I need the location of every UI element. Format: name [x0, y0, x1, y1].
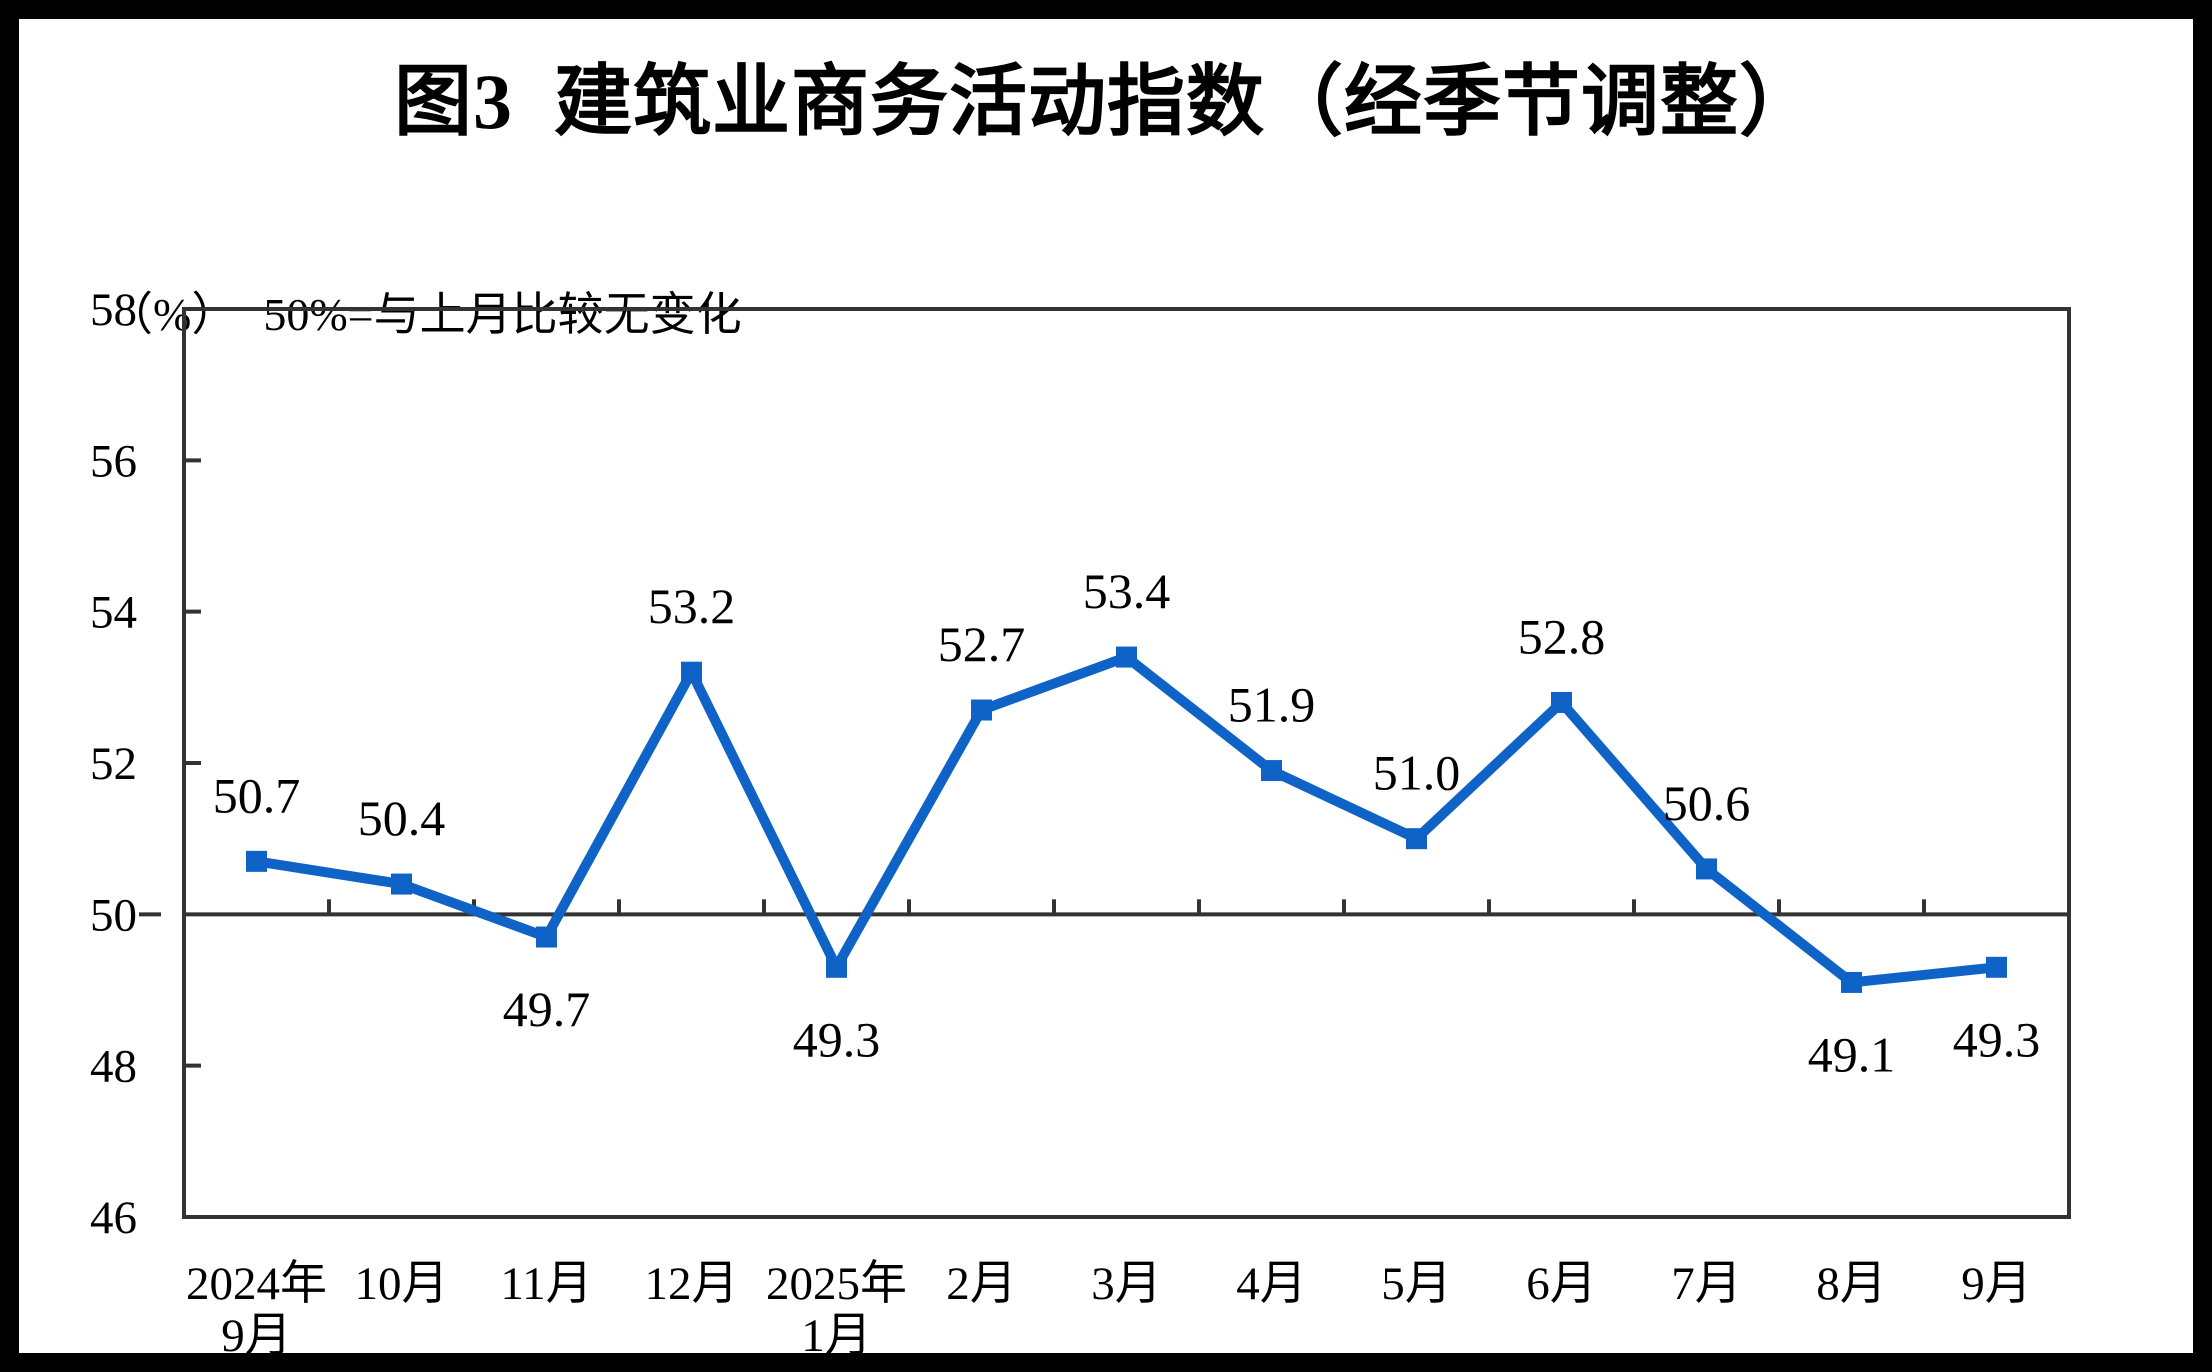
- data-label: 53.2: [648, 578, 736, 634]
- x-axis-label: 7月: [1671, 1258, 1742, 1310]
- x-axis-label: 5月: [1381, 1258, 1452, 1310]
- data-label: 49.3: [793, 1011, 881, 1067]
- data-label: 51.0: [1373, 745, 1461, 801]
- data-label: 49.7: [503, 981, 591, 1037]
- data-point-marker: [391, 873, 412, 895]
- x-axis-label: 6月: [1526, 1258, 1597, 1310]
- data-point-marker: [1841, 971, 1862, 993]
- y-axis-tick-label: 56: [90, 435, 137, 487]
- x-axis-label: 2024年: [186, 1258, 327, 1310]
- data-point-marker: [1696, 858, 1717, 880]
- data-label: 49.3: [1953, 1011, 2041, 1067]
- data-label: 53.4: [1083, 563, 1171, 619]
- x-axis-label: 12月: [645, 1258, 739, 1310]
- data-point-marker: [681, 661, 702, 683]
- data-point-marker: [536, 926, 557, 948]
- reference-note: 50%=与上月比较无变化: [263, 289, 742, 340]
- data-point-marker: [1551, 691, 1572, 713]
- y-axis-unit-label: （%）: [107, 289, 238, 340]
- data-point-marker: [826, 956, 847, 978]
- x-axis-label: 2月: [946, 1258, 1017, 1310]
- x-axis-label: 1月: [801, 1310, 872, 1362]
- line-chart: 58 56 54 52 50 48 46 50.7 50.4 49.7 53.2 49.3 52.7 53…: [90, 284, 2071, 1362]
- plot-border: [182, 307, 2071, 1219]
- x-axis-label: 2025年: [766, 1258, 907, 1310]
- x-axis-label: 11月: [500, 1258, 592, 1310]
- data-point-marker: [971, 699, 992, 721]
- x-axis-label: 9月: [221, 1310, 292, 1362]
- x-axis-label: 4月: [1236, 1258, 1307, 1310]
- data-point-marker: [1986, 956, 2007, 978]
- data-label: 50.4: [358, 790, 446, 846]
- x-axis-label: 9月: [1961, 1258, 2032, 1310]
- data-label: 52.7: [938, 616, 1026, 672]
- x-axis-label: 3月: [1091, 1258, 1162, 1310]
- x-axis-label: 8月: [1816, 1258, 1887, 1310]
- chart-subtitle: （%） 50%=与上月比较无变化: [61, 225, 742, 397]
- y-axis-tick-label: 48: [90, 1041, 137, 1093]
- y-axis-tick-label: 52: [90, 738, 137, 790]
- data-point-marker: [1116, 646, 1137, 668]
- y-axis-tick-label: 50: [90, 889, 137, 941]
- x-axis-label: 10月: [355, 1258, 449, 1310]
- y-axis-tick-label: 58: [90, 284, 137, 336]
- data-label: 51.9: [1228, 677, 1316, 733]
- y-axis-tick-label: 54: [90, 587, 137, 639]
- data-point-marker: [246, 850, 267, 872]
- data-label: 50.6: [1663, 775, 1751, 831]
- data-label: 52.8: [1518, 608, 1606, 664]
- chart-title: 图3 建筑业商务活动指数（经季节调整）: [393, 58, 1818, 145]
- data-point-marker: [1406, 828, 1427, 850]
- y-axis-tick-label: 46: [90, 1192, 137, 1244]
- data-label: 49.1: [1808, 1026, 1896, 1082]
- data-label: 50.7: [213, 767, 301, 823]
- data-point-marker: [1261, 760, 1282, 782]
